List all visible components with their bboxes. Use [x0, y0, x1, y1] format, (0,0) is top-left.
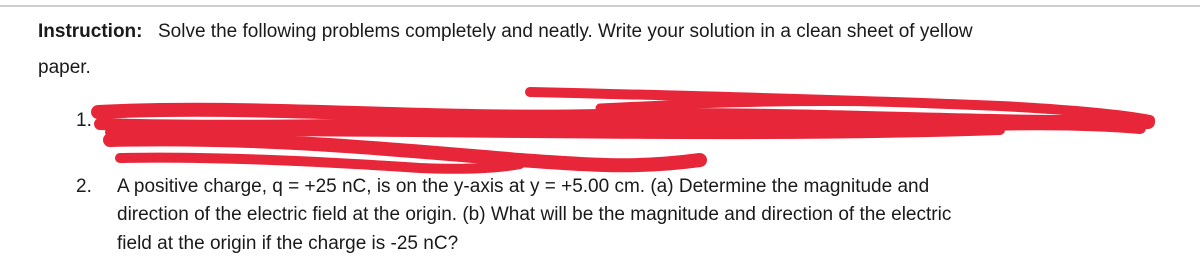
top-rule	[0, 5, 1200, 7]
instruction-label: Instruction:	[38, 21, 143, 42]
scribble	[115, 152, 525, 174]
problem-text: field at the origin if the charge is -25…	[117, 233, 459, 254]
scribble	[94, 117, 1146, 134]
problem-number: 2.	[76, 176, 92, 197]
problem-number: 1.	[76, 110, 92, 131]
instruction-text: Solve the following problems completely …	[158, 21, 973, 42]
scribble	[103, 132, 707, 173]
scribble	[105, 125, 1005, 140]
problem-text: direction of the electric field at the o…	[117, 204, 952, 225]
scribble	[595, 97, 1065, 115]
problem-text: A positive charge, q = +25 nC, is on the…	[117, 176, 930, 197]
instruction-text: paper.	[38, 57, 91, 78]
